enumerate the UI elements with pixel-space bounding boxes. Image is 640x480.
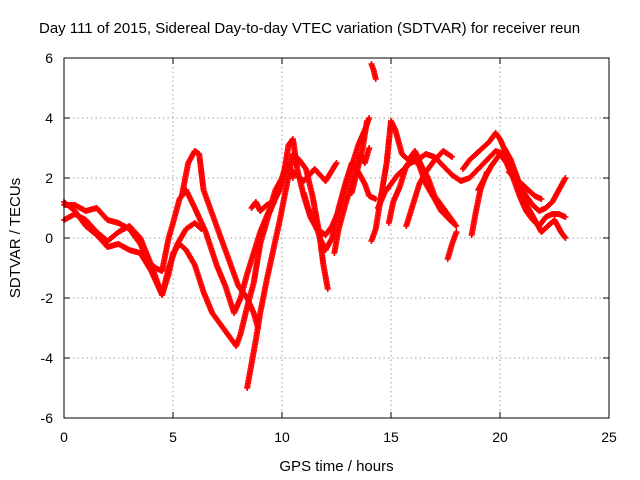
data-points bbox=[61, 61, 569, 391]
data-point bbox=[449, 154, 456, 160]
data-point bbox=[372, 76, 379, 82]
y-tick-label: 2 bbox=[45, 170, 53, 186]
series-track-10 bbox=[368, 61, 379, 82]
data-point bbox=[333, 160, 340, 166]
data-point bbox=[453, 223, 460, 229]
x-tick-label: 25 bbox=[601, 429, 617, 445]
series-track-18 bbox=[468, 169, 490, 238]
data-point bbox=[452, 222, 459, 228]
series-track-3 bbox=[61, 199, 205, 298]
data-point bbox=[453, 229, 460, 235]
x-tick-label: 10 bbox=[274, 429, 290, 445]
data-point bbox=[197, 225, 204, 231]
y-tick-label: -2 bbox=[41, 290, 54, 306]
axis-ticks: 0 5 10 15 20 25 -6 -4 -2 0 2 4 6 bbox=[41, 50, 617, 445]
series-track-4 bbox=[178, 148, 262, 331]
series-track-5 bbox=[244, 151, 331, 391]
data-point bbox=[198, 226, 205, 232]
series-track-19 bbox=[501, 145, 569, 241]
series-track-9 bbox=[348, 118, 371, 196]
y-axis-label: SDTVAR / TECUs bbox=[7, 178, 24, 298]
x-tick-label: 15 bbox=[383, 429, 399, 445]
series-track-15 bbox=[444, 229, 460, 262]
grid bbox=[64, 58, 609, 418]
series-track-1 bbox=[61, 160, 340, 349]
x-tick-label: 5 bbox=[169, 429, 177, 445]
data-point bbox=[562, 235, 569, 241]
series-track-20 bbox=[505, 169, 545, 202]
x-axis-label: GPS time / hours bbox=[279, 458, 393, 475]
series-track-7 bbox=[300, 160, 379, 253]
data-point bbox=[562, 175, 569, 181]
y-tick-label: -4 bbox=[41, 350, 54, 366]
x-tick-label: 20 bbox=[492, 429, 508, 445]
data-point bbox=[483, 169, 490, 175]
data-point bbox=[364, 118, 371, 124]
series-track-11 bbox=[368, 118, 458, 244]
x-tick-label: 0 bbox=[60, 429, 68, 445]
y-tick-label: 0 bbox=[45, 230, 53, 246]
data-point bbox=[366, 145, 373, 151]
chart-title: Day 111 of 2015, Sidereal Day-to-day VTE… bbox=[39, 20, 580, 37]
y-tick-label: 6 bbox=[45, 50, 53, 66]
data-point bbox=[538, 196, 545, 202]
data-point bbox=[324, 286, 331, 292]
y-tick-label: 4 bbox=[45, 110, 53, 126]
y-tick-label: -6 bbox=[41, 410, 54, 426]
series-track-14 bbox=[403, 148, 456, 229]
data-point bbox=[562, 214, 569, 220]
